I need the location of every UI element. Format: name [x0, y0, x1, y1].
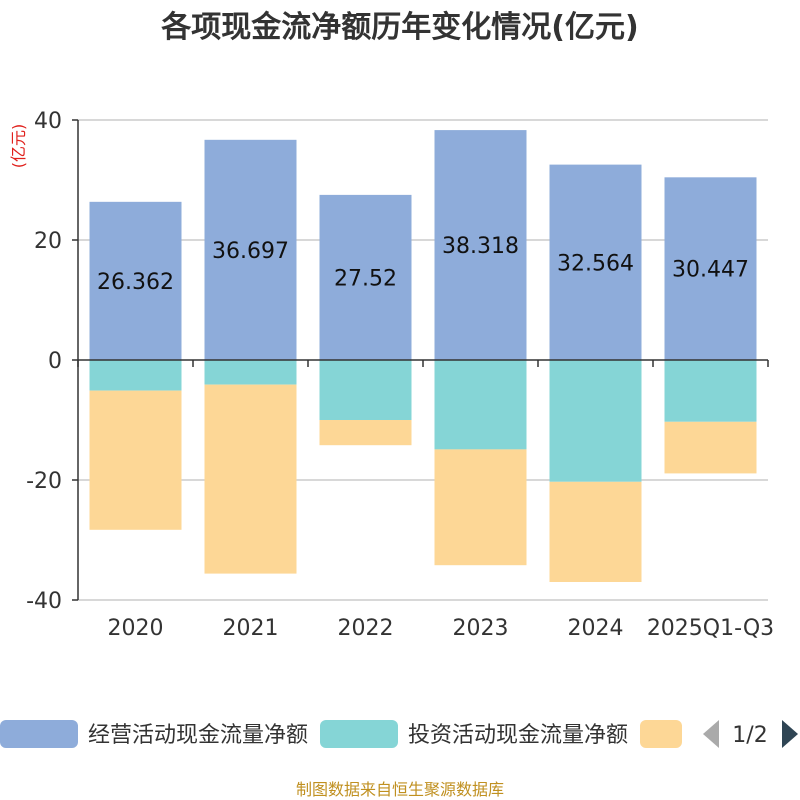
bar-value-label: 32.564 — [557, 251, 634, 276]
legend-swatch[interactable] — [640, 720, 682, 748]
bar-series-1[interactable] — [204, 139, 297, 360]
x-tick-label: 2025Q1-Q3 — [647, 616, 774, 641]
bar-series-3[interactable] — [664, 421, 757, 474]
bar-series-2[interactable] — [89, 360, 182, 391]
bar-series-2[interactable] — [664, 360, 757, 422]
y-tick-label: -40 — [26, 589, 62, 614]
chart-title: 各项现金流净额历年变化情况(亿元) — [160, 10, 638, 45]
bar-series-2[interactable] — [319, 360, 412, 420]
bar-value-label: 27.52 — [334, 266, 397, 291]
bar-value-label: 38.318 — [442, 234, 519, 259]
bar-value-label: 36.697 — [212, 239, 289, 264]
bar-series-2[interactable] — [204, 360, 297, 385]
bar-series-1[interactable] — [89, 201, 182, 360]
bar-series-3[interactable] — [319, 420, 412, 446]
legend-swatch[interactable] — [320, 720, 398, 748]
legend-page-indicator: 1/2 — [732, 723, 767, 748]
bar-series-3[interactable] — [549, 481, 642, 582]
legend: 经营活动现金流量净额 投资活动现金流量净额 1/2 — [0, 720, 798, 748]
y-tick-label: 0 — [48, 349, 62, 374]
bar-series-1[interactable] — [434, 130, 527, 360]
y-axis-unit: (亿元) — [9, 124, 28, 169]
y-tick-label: 20 — [34, 229, 62, 254]
bar-series-1[interactable] — [549, 164, 642, 360]
legend-prev-page-icon[interactable] — [703, 720, 719, 748]
legend-next-page-icon[interactable] — [782, 720, 798, 748]
bar-series-1[interactable] — [664, 177, 757, 360]
x-tick-label: 2023 — [453, 616, 509, 641]
data-labels: 26.362 36.697 27.52 38.318 32.564 30.447 — [97, 234, 749, 295]
legend-swatch[interactable] — [0, 720, 78, 748]
bar-value-label: 30.447 — [672, 258, 749, 283]
x-tick-label: 2021 — [223, 616, 279, 641]
bar-series-1[interactable] — [319, 194, 412, 360]
y-tick-label: -20 — [26, 469, 62, 494]
grid — [78, 119, 768, 601]
axes: 40 20 0 -20 -40 2020 2021 2022 2023 2024 2025Q1-Q3 — [26, 109, 774, 641]
bar-series-3[interactable] — [204, 384, 297, 574]
source-note: 制图数据来自恒生聚源数据库 — [296, 780, 504, 799]
bar-series-2[interactable] — [434, 360, 527, 450]
bars — [89, 130, 757, 582]
x-tick-label: 2022 — [338, 616, 394, 641]
legend-label[interactable]: 投资活动现金流量净额 — [408, 723, 628, 748]
bar-series-2[interactable] — [549, 360, 642, 482]
bar-series-3[interactable] — [89, 390, 182, 530]
x-tick-label: 2024 — [568, 616, 624, 641]
bar-value-label: 26.362 — [97, 270, 174, 295]
y-tick-label: 40 — [34, 109, 62, 134]
bar-series-3[interactable] — [434, 449, 527, 566]
x-tick-label: 2020 — [108, 616, 164, 641]
legend-label[interactable]: 经营活动现金流量净额 — [88, 723, 308, 748]
